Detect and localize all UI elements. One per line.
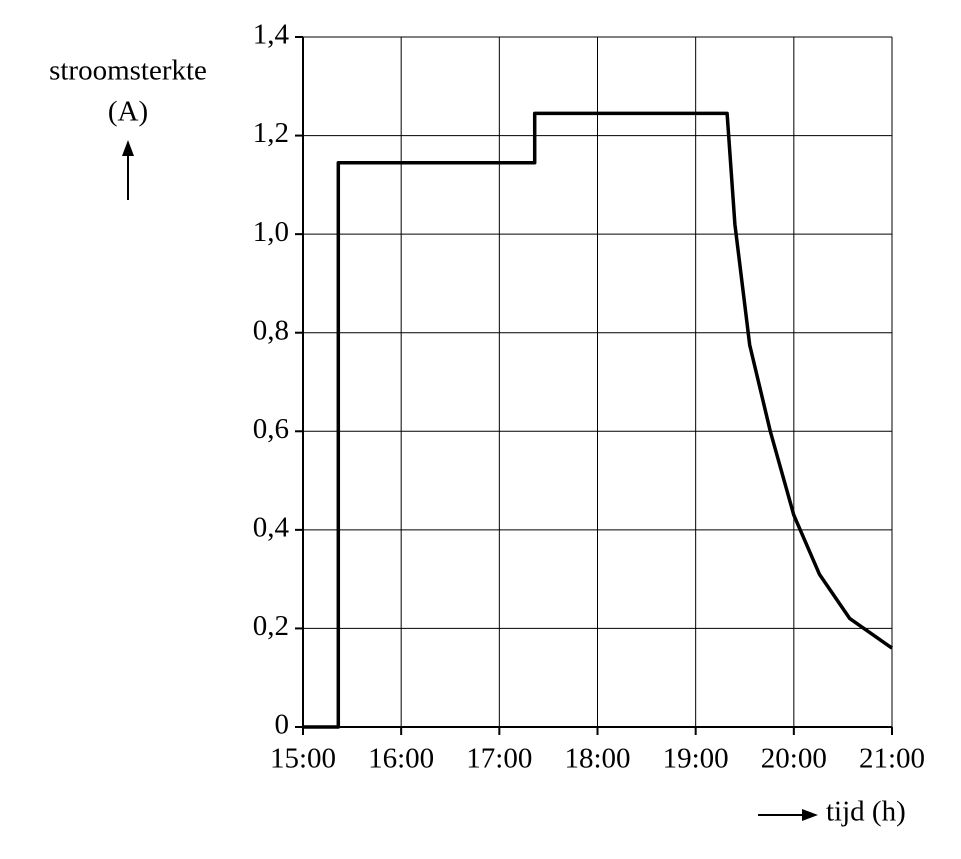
y-arrow	[122, 140, 134, 200]
x-tick-label: 18:00	[564, 743, 630, 775]
y-tick-label: 1,0	[253, 216, 289, 248]
x-tick-label: 15:00	[270, 743, 336, 775]
x-tick-label: 21:00	[859, 743, 925, 775]
x-tick-label: 17:00	[466, 743, 532, 775]
y-tick-label: 0	[275, 709, 290, 741]
x-axis-label: tijd (h)	[826, 796, 906, 828]
y-tick-label: 0,2	[253, 610, 289, 642]
y-tick-label: 1,2	[253, 117, 289, 149]
x-tick-label: 19:00	[663, 743, 729, 775]
x-tick-label: 20:00	[761, 743, 827, 775]
x-tick-label: 16:00	[368, 743, 434, 775]
y-tick-label: 0,6	[253, 413, 289, 445]
y-tick-label: 0,8	[253, 314, 289, 346]
x-arrow	[758, 809, 818, 821]
y-tick-label: 0,4	[253, 512, 290, 544]
data-line	[303, 111, 894, 729]
y-axis-label: (A)	[108, 96, 148, 128]
y-tick-label: 1,4	[253, 19, 290, 51]
y-axis-label: stroomsterkte	[49, 55, 207, 87]
